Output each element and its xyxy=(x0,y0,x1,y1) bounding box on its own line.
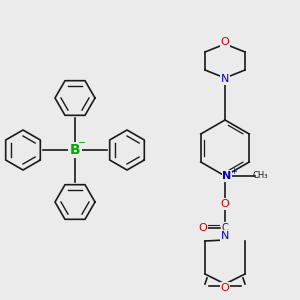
Text: C: C xyxy=(222,223,228,233)
Text: CH₃: CH₃ xyxy=(252,172,268,181)
Text: O: O xyxy=(220,37,230,47)
Text: N: N xyxy=(222,171,232,181)
Text: N: N xyxy=(221,74,229,84)
Text: N: N xyxy=(221,231,229,241)
Text: B: B xyxy=(70,143,80,157)
Text: O: O xyxy=(220,199,230,209)
Text: +: + xyxy=(231,167,237,176)
Text: −: − xyxy=(78,138,86,148)
Text: O: O xyxy=(199,223,207,233)
Text: O: O xyxy=(220,283,230,293)
